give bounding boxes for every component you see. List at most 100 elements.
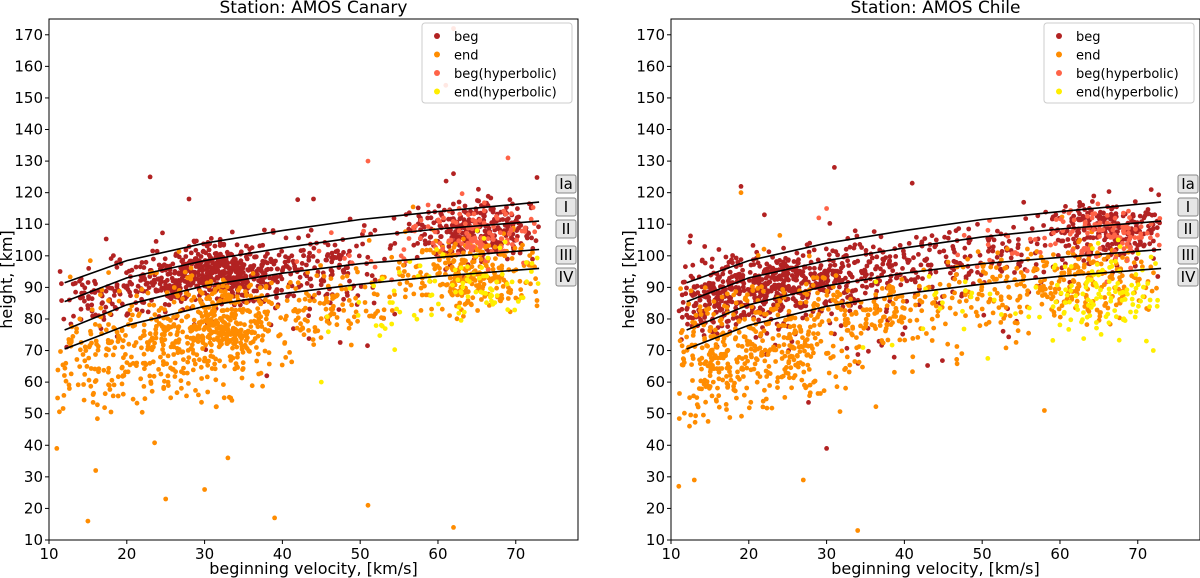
scatter-point [228, 269, 234, 275]
scatter-point [369, 273, 375, 279]
scatter-point [469, 247, 474, 253]
scatter-point [218, 288, 224, 294]
scatter-point [92, 278, 97, 284]
scatter-point [414, 316, 420, 322]
scatter-point [745, 287, 751, 292]
scatter-point [872, 311, 878, 316]
scatter-point [756, 317, 761, 323]
scatter-point [372, 227, 378, 233]
scatter-point [1037, 250, 1043, 255]
scatter-point [283, 254, 288, 260]
scatter-point [764, 261, 770, 267]
scatter-point [221, 395, 227, 401]
scatter-point [854, 233, 860, 239]
scatter-point [885, 285, 891, 291]
scatter-point [60, 362, 66, 368]
scatter-point [1062, 300, 1068, 305]
scatter-point [318, 316, 324, 322]
scatter-point [812, 265, 817, 271]
scatter-point [1117, 290, 1123, 296]
scatter-point [212, 361, 218, 367]
scatter-point [222, 363, 227, 369]
scatter-point [243, 345, 249, 350]
scatter-point [1041, 223, 1046, 228]
scatter-point [172, 360, 178, 366]
scatter-point [492, 244, 498, 250]
scatter-point [193, 247, 199, 253]
series-end [54, 204, 540, 530]
scatter-point [749, 354, 754, 360]
scatter-point [1003, 345, 1009, 351]
scatter-point [1121, 210, 1126, 216]
scatter-point [156, 262, 162, 268]
scatter-point [389, 321, 395, 327]
scatter-point [249, 383, 255, 389]
scatter-point [224, 335, 230, 341]
scatter-point [229, 306, 235, 312]
scatter-point [961, 232, 967, 238]
scatter-point [1144, 338, 1149, 344]
scatter-point [429, 306, 434, 312]
scatter-point [850, 288, 856, 294]
scatter-point [1101, 215, 1107, 221]
series-beg(hyperbolic) [816, 201, 1163, 285]
scatter-point [980, 269, 986, 274]
scatter-point [306, 328, 311, 333]
scatter-point [240, 366, 246, 371]
scatter-point [913, 302, 918, 308]
scatter-point [839, 348, 845, 354]
scatter-point [954, 357, 960, 362]
scatter-point [328, 276, 334, 281]
scatter-point [151, 256, 156, 262]
y-tick-label: 160 [636, 57, 665, 75]
scatter-point [908, 307, 913, 313]
scatter-point [84, 364, 90, 369]
scatter-point [494, 285, 499, 291]
scatter-point [1108, 235, 1114, 240]
scatter-point [232, 256, 237, 262]
scatter-point [186, 355, 192, 360]
scatter-point [991, 297, 997, 303]
scatter-point [95, 402, 100, 408]
scatter-point [162, 256, 168, 262]
scatter-point [316, 290, 322, 296]
scatter-point [476, 186, 481, 192]
scatter-point [846, 263, 851, 268]
scatter-point [258, 314, 264, 320]
scatter-point [163, 282, 169, 288]
scatter-point [220, 277, 226, 283]
scatter-point [200, 319, 205, 325]
y-tick-label: 10 [24, 531, 43, 549]
scatter-point [248, 293, 254, 299]
scatter-point [518, 287, 524, 292]
scatter-point [1100, 267, 1105, 273]
scatter-point [255, 324, 261, 330]
scatter-point [105, 369, 111, 375]
scatter-point [684, 334, 689, 340]
scatter-point [1149, 212, 1155, 218]
y-tick-label: 60 [24, 373, 43, 391]
scatter-point [795, 340, 801, 345]
scatter-point [726, 299, 732, 304]
scatter-point [461, 236, 466, 242]
scatter-point [927, 247, 932, 253]
scatter-point [361, 228, 366, 234]
legend-box [421, 22, 573, 104]
scatter-point [1063, 287, 1068, 293]
scatter-point [494, 279, 500, 285]
scatter-point [279, 362, 285, 368]
scatter-point [815, 257, 821, 263]
scatter-point [880, 340, 886, 346]
scatter-point [897, 243, 903, 248]
scatter-point [691, 477, 697, 483]
scatter-point [301, 247, 306, 253]
scatter-point [213, 269, 218, 275]
scatter-point [837, 409, 843, 414]
scatter-point [990, 310, 996, 316]
scatter-point [1007, 313, 1013, 319]
scatter-point [1006, 238, 1012, 244]
scatter-point [764, 374, 770, 379]
scatter-point [884, 322, 890, 327]
scatter-point [150, 282, 156, 288]
scatter-point [514, 237, 520, 243]
